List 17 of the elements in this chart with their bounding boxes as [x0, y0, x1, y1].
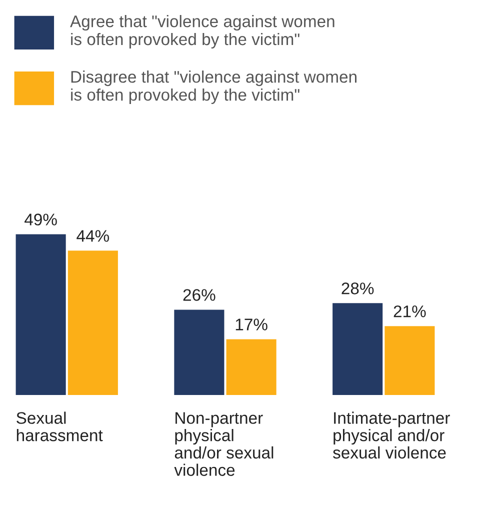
- x-tick-label: Non-partner physical and/or sexual violence: [174, 412, 274, 476]
- bar: [16, 234, 66, 395]
- data-label: 49%: [24, 214, 57, 226]
- data-label: 21%: [394, 305, 426, 318]
- bar: [174, 310, 224, 395]
- bar: [68, 250, 118, 395]
- data-label: 17%: [236, 318, 268, 330]
- data-label: 28%: [342, 282, 374, 294]
- x-tick-label: Sexual harassment: [16, 412, 103, 442]
- data-label: 26%: [183, 289, 216, 301]
- x-tick-label: Intimate-partner physical and/or sexual violence: [333, 412, 450, 459]
- data-label: 44%: [76, 230, 110, 242]
- bar: [332, 303, 383, 395]
- bar: [226, 339, 276, 395]
- legend-label: Agree that "violence against women is often provoked by the victim": [70, 15, 334, 48]
- bar: [384, 326, 435, 395]
- legend-label: Disagree that "violence against women is often provoked by the victim": [71, 70, 356, 104]
